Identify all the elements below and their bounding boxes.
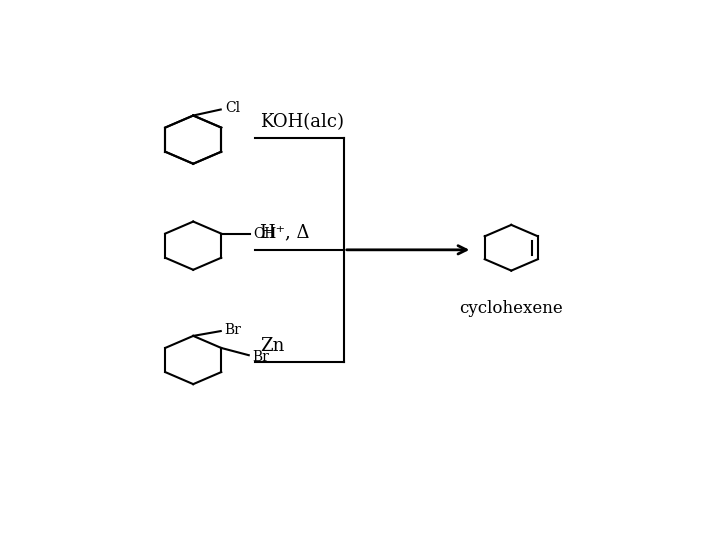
Text: H⁺, Δ: H⁺, Δ	[260, 224, 310, 241]
Text: KOH(alc): KOH(alc)	[260, 113, 344, 131]
Text: Br: Br	[224, 323, 241, 337]
Text: OH: OH	[253, 227, 277, 241]
Text: Zn: Zn	[260, 337, 284, 355]
Text: Cl: Cl	[225, 102, 240, 115]
Text: Br: Br	[252, 350, 269, 364]
Text: cyclohexene: cyclohexene	[459, 300, 563, 316]
